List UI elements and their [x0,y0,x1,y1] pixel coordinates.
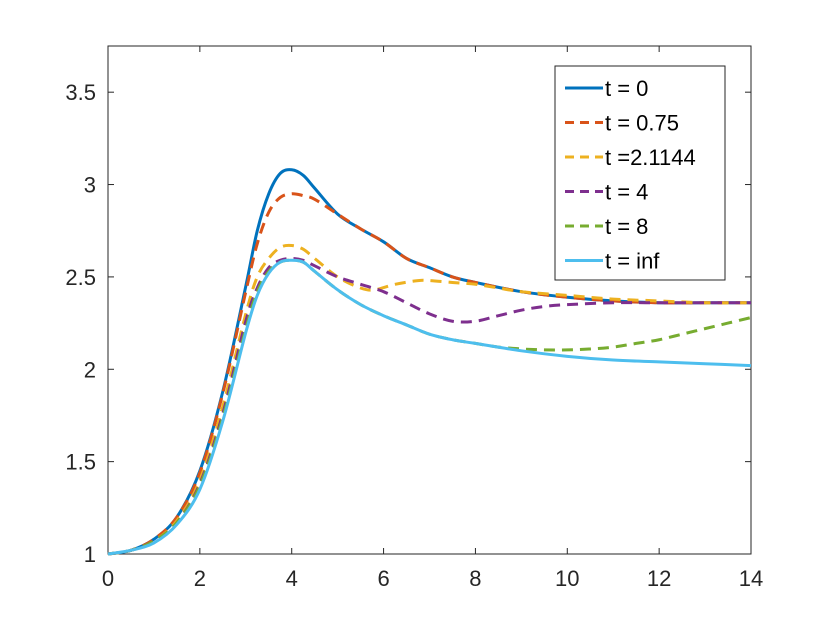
y-tick-label: 2 [84,357,96,382]
y-tick-label: 2.5 [65,265,96,290]
series-line-4 [107,256,751,556]
legend-label: t = 4 [605,180,648,205]
legend-label: t = 8 [605,214,648,239]
series-line-6 [107,258,752,556]
x-axis-ticks: 0 2 4 6 8 10 12 14 [102,46,763,591]
x-tick-label: 12 [647,566,671,591]
x-tick-label: 0 [102,566,114,591]
series-line-3 [107,243,752,556]
y-tick-label: 3.5 [65,80,96,105]
x-tick-label: 6 [377,566,389,591]
x-tick-label: 2 [194,566,206,591]
x-tick-label: 14 [739,566,763,591]
legend-label: t = 0 [605,76,648,101]
y-axis-ticks: 1 1.5 2 2.5 3 3.5 [65,80,751,567]
series-line-2 [107,192,751,556]
y-tick-label: 1 [84,542,96,567]
y-tick-label: 1.5 [65,450,96,475]
x-tick-label: 4 [286,566,298,591]
series-lines [107,168,752,556]
legend-label: t = 0.75 [605,111,679,136]
legend-label: t = inf [605,249,660,274]
legend: t = 0 t = 0.75 t =2.1144 t = 4 t = 8 t = inf [554,65,726,281]
x-tick-label: 10 [555,566,579,591]
y-tick-label: 3 [84,173,96,198]
legend-box [554,65,726,281]
legend-entries: t = 0 t = 0.75 t =2.1144 t = 4 t = 8 t = inf [565,76,696,274]
legend-label: t =2.1144 [605,145,696,170]
x-tick-label: 8 [469,566,481,591]
